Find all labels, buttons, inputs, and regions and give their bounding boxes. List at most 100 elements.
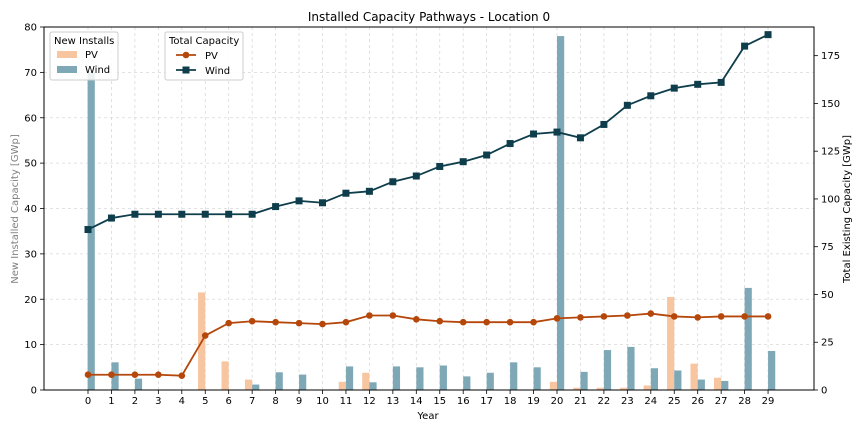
marker-wind-total-capacity [178,210,186,218]
left-tick-label: 70 [24,68,37,79]
marker-wind-total-capacity [436,162,444,170]
marker-wind-total-capacity [342,189,350,197]
bar-wind-new-installs [463,376,471,390]
marker-pv-total-capacity [764,313,772,320]
bar-wind-new-installs [697,379,705,390]
legend-marker-wind [182,66,190,74]
marker-pv-total-capacity [319,320,326,328]
marker-pv-total-capacity [483,318,490,326]
right-axis-label: Total Existing Capacity [GWp] [842,135,853,284]
bar-wind-new-installs [721,380,729,390]
bar-pv-new-installs [221,361,229,390]
right-tick-label: 150 [821,99,840,110]
x-tick-label: 15 [433,396,446,407]
marker-pv-total-capacity [577,314,584,321]
x-tick-label: 20 [551,396,564,407]
bar-pv-new-installs [667,296,675,390]
x-tick-label: 4 [179,396,185,407]
bar-pv-new-installs [713,377,722,390]
legend-label-pv: PV [205,51,218,62]
x-tick-label: 18 [504,396,517,407]
bar-wind-new-installs [275,372,283,390]
marker-pv-total-capacity [272,318,279,326]
right-tick-label: 100 [821,194,840,205]
x-axis-label: Year [416,411,439,422]
bar-wind-new-installs [369,382,377,390]
line-layer [84,31,772,379]
x-tick-label: 23 [621,396,634,407]
bar-pv-new-installs [643,385,651,390]
bar-wind-new-installs [603,350,612,390]
legend-title: New Installs [54,36,114,47]
bar-pv-new-installs [338,381,346,390]
marker-pv-total-capacity [342,318,350,326]
marker-pv-total-capacity [366,312,373,319]
marker-pv-total-capacity [248,317,256,325]
x-tick-label: 0 [85,396,91,407]
legend-label-pv: PV [85,50,98,61]
marker-wind-total-capacity [248,210,256,218]
marker-wind-total-capacity [225,210,233,218]
x-tick-label: 14 [410,396,423,407]
left-axis-ticks: 0 10 20 30 40 50 60 70 80 [24,23,44,397]
x-axis-ticks: 0 1 2 3 4 5 6 7 8 9 10 11 12 13 14 15 16 17 18 19 20 21 22 23 24… [85,390,774,407]
x-tick-label: 10 [316,396,329,407]
x-tick-label: 16 [457,396,470,407]
marker-pv-total-capacity [436,317,444,325]
left-tick-label: 10 [24,340,37,351]
x-tick-label: 26 [691,396,704,407]
bar-pv-new-installs [244,379,253,390]
marker-wind-total-capacity [365,187,373,195]
x-tick-label: 11 [340,396,353,407]
marker-wind-total-capacity [694,80,702,88]
right-tick-label: 50 [821,290,834,301]
marker-wind-total-capacity [530,130,538,138]
x-tick-label: 1 [108,396,114,407]
marker-pv-total-capacity [295,319,303,327]
x-tick-label: 8 [272,396,278,407]
marker-pv-total-capacity [670,313,678,320]
marker-wind-total-capacity [154,210,162,218]
marker-pv-total-capacity [155,371,162,379]
marker-pv-total-capacity [741,313,748,320]
marker-wind-total-capacity [84,226,92,234]
bar-wind-new-installs [533,367,541,390]
bar-wind-new-installs [510,362,518,390]
legend-swatch-pv [57,51,77,58]
left-tick-label: 40 [24,204,37,215]
x-tick-label: 25 [668,396,681,407]
marker-wind-total-capacity [670,84,678,92]
marker-pv-total-capacity [530,318,537,326]
marker-wind-total-capacity [764,31,772,39]
bar-wind-new-installs [345,366,354,390]
x-tick-label: 24 [644,396,657,407]
legend-marker-pv [182,51,190,59]
marker-wind-total-capacity [295,197,303,205]
bar-wind-new-installs [439,365,447,390]
marker-pv-total-capacity [624,312,631,319]
marker-wind-total-capacity [319,199,326,207]
legend-title: Total Capacity [168,36,239,47]
left-axis-label: New Installed Capacity [GWp] [10,134,21,284]
bar-wind-new-installs [299,374,307,390]
legend-new-installs: New Installs PV Wind [49,31,119,81]
marker-pv-total-capacity [717,313,725,320]
left-tick-label: 20 [24,295,37,306]
marker-pv-total-capacity [600,313,608,320]
left-tick-label: 50 [24,159,37,170]
marker-wind-total-capacity [201,210,209,218]
marker-wind-total-capacity [272,203,280,211]
bar-wind-new-installs [627,346,635,390]
bar-wind-new-installs [392,366,401,390]
bar-pv-new-installs [596,387,604,390]
bar-wind-new-installs [580,371,588,390]
legend-swatch-wind [57,66,77,73]
marker-pv-total-capacity [84,371,92,379]
line-wind-total-capacity [87,33,769,231]
x-tick-label: 13 [386,396,399,407]
legend-total-capacity: Total Capacity PV Wind [164,31,244,81]
bar-wind-new-installs [768,350,776,390]
x-tick-label: 19 [527,396,540,407]
marker-pv-total-capacity [201,332,209,339]
